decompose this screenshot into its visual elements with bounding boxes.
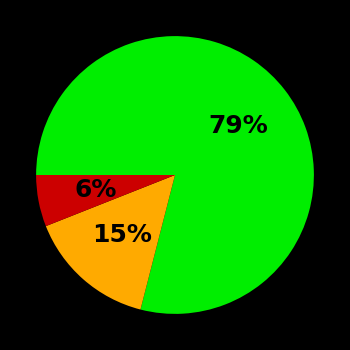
Text: 79%: 79% bbox=[209, 114, 268, 138]
Text: 6%: 6% bbox=[75, 178, 117, 202]
Text: 15%: 15% bbox=[92, 223, 152, 247]
Wedge shape bbox=[36, 175, 175, 226]
Wedge shape bbox=[36, 36, 314, 314]
Wedge shape bbox=[46, 175, 175, 309]
